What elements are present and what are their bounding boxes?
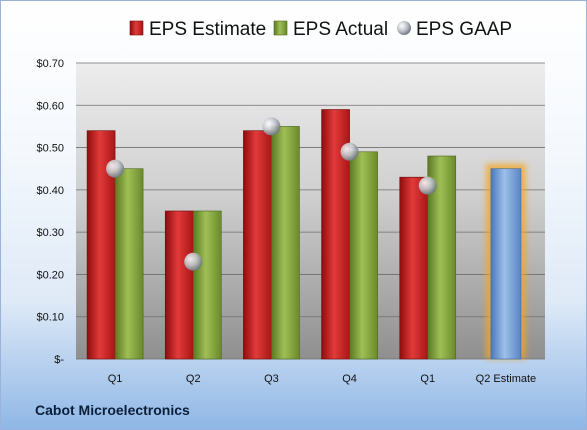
y-tick-label: $0.30 xyxy=(36,227,64,239)
y-tick-label: $0.60 xyxy=(36,100,64,112)
point-eps-gaap xyxy=(106,159,125,178)
x-tick-label: Q2 xyxy=(186,373,201,385)
bar-eps-estimate xyxy=(164,210,194,360)
legend-swatch-gaap xyxy=(397,21,411,35)
y-tick-label: $- xyxy=(54,354,64,366)
point-eps-gaap xyxy=(262,117,281,136)
company-name: Cabot Microelectronics xyxy=(35,402,190,418)
point-eps-gaap xyxy=(184,252,203,271)
bar-eps-actual xyxy=(192,210,222,360)
legend-swatch-estimate xyxy=(129,20,144,36)
gaap-points xyxy=(106,117,437,271)
x-tick-label: Q2 Estimate xyxy=(476,373,537,385)
x-tick-label: Q4 xyxy=(342,373,357,385)
legend-label-actual: EPS Actual xyxy=(293,19,388,40)
legend-item-eps-estimate[interactable]: EPS Estimate xyxy=(129,19,266,40)
x-tick-label: Q1 xyxy=(108,373,123,385)
plot-area xyxy=(76,63,545,359)
y-tick-label: $0.70 xyxy=(36,58,64,70)
legend-label-estimate: EPS Estimate xyxy=(149,19,266,40)
legend-swatch-actual xyxy=(273,20,288,36)
gridlines xyxy=(76,62,545,360)
y-tick-label: $0.10 xyxy=(36,312,64,324)
bar-eps-actual xyxy=(114,168,144,360)
x-tick-label: Q3 xyxy=(264,373,279,385)
y-tick-label: $0.50 xyxy=(36,143,64,155)
bar-eps-estimate xyxy=(399,176,429,360)
point-eps-gaap xyxy=(418,176,437,195)
y-axis-ticks: $- $0.10 $0.20 $0.30 $0.40 $0.50 $0.60 $0.70 xyxy=(36,58,64,366)
legend: EPS Estimate EPS Actual EPS GAAP xyxy=(129,19,512,40)
bar-eps-actual xyxy=(349,151,378,360)
x-tick-label: Q1 xyxy=(420,373,435,385)
legend-label-gaap: EPS GAAP xyxy=(416,19,512,40)
legend-item-eps-actual[interactable]: EPS Actual xyxy=(273,19,388,40)
y-tick-label: $0.40 xyxy=(36,185,64,197)
y-tick-label: $0.20 xyxy=(36,269,64,281)
x-axis-ticks: Q1 Q2 Q3 Q4 Q1 Q2 Estimate xyxy=(108,373,536,385)
bar-eps-actual xyxy=(271,126,300,360)
legend-item-eps-gaap[interactable]: EPS GAAP xyxy=(397,19,512,40)
bar-eps-projection xyxy=(490,168,522,360)
bar-eps-estimate xyxy=(243,130,272,360)
point-eps-gaap xyxy=(340,142,359,161)
